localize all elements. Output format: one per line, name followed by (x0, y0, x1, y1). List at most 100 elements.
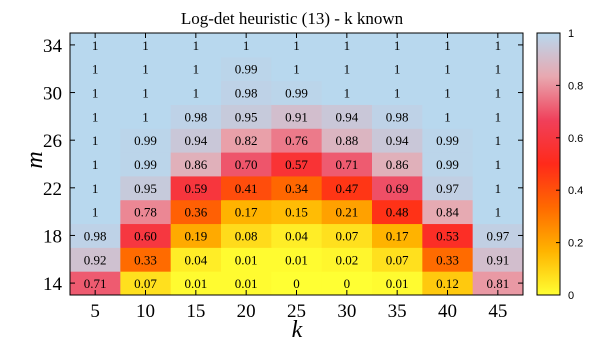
heatmap-cell (472, 56, 524, 82)
cell-value-label: 1 (293, 62, 300, 77)
cell-value-label: 0.88 (335, 133, 358, 148)
heatmap-cell (221, 80, 272, 105)
heatmap-cell (372, 128, 423, 153)
cell-value-label: 0.86 (184, 157, 207, 172)
cell-value-label: 0.86 (386, 157, 409, 172)
heatmap-cell (170, 175, 222, 201)
heatmap-cell (120, 56, 172, 82)
heatmap-cell (170, 223, 222, 248)
x-tick-label: 40 (438, 301, 457, 322)
cell-value-label: 1 (444, 38, 451, 53)
cell-value-label: 0 (293, 276, 300, 291)
cell-value-label: 1 (193, 62, 200, 77)
colorbar-tick-label: 0 (568, 290, 574, 302)
cell-value-label: 1 (293, 38, 300, 53)
heatmap-cell (221, 247, 272, 272)
cell-value-label: 0.91 (486, 252, 509, 267)
cell-value-label: 0.59 (184, 181, 207, 196)
heatmap-cell (120, 175, 172, 201)
x-axis-ticks: 5 10 15 20 25 30 35 40 45 (90, 33, 507, 322)
cell-value-label: 0.81 (486, 276, 509, 291)
heatmap-cell (70, 223, 121, 248)
cell-value-label: 0.57 (285, 157, 308, 172)
heatmap-cell (372, 104, 423, 129)
heatmap-cell (422, 223, 474, 248)
heatmap-cell (321, 104, 373, 129)
heatmap-cell (221, 152, 272, 177)
heatmap-cell (120, 247, 172, 272)
cell-value-label: 1 (92, 38, 99, 53)
cell-value-label: 0.92 (84, 252, 107, 267)
heatmap-cell (170, 56, 222, 82)
heatmap-cell (271, 80, 323, 105)
heatmap-cell (372, 56, 423, 82)
cell-value-label: 0.99 (436, 157, 459, 172)
cell-value-label: 1 (92, 86, 99, 101)
cell-value-label: 0.47 (335, 181, 358, 196)
heatmap-cell (321, 128, 373, 153)
x-tick-label: 10 (136, 301, 155, 322)
cell-value-label: 0.60 (134, 228, 157, 243)
cell-value-label: 1 (344, 38, 351, 53)
heatmap-cell (422, 80, 474, 105)
cell-value-label: 0.41 (235, 181, 258, 196)
colorbar-tick-label: 0.8 (568, 80, 583, 92)
cell-value-label: 1 (92, 157, 99, 172)
heatmap-cell (422, 128, 474, 153)
cell-value-label: 0.98 (235, 86, 258, 101)
x-tick-label: 45 (488, 301, 507, 322)
x-tick-label: 5 (90, 301, 100, 322)
heatmap-cell (170, 247, 222, 272)
heatmap-cell (170, 80, 222, 105)
cell-value-label: 0.33 (134, 252, 157, 267)
heatmap-cell (271, 128, 323, 153)
cell-value-label: 0.98 (184, 109, 207, 124)
heatmap-cell (70, 104, 121, 129)
heatmap-cell (372, 199, 423, 225)
heatmap-cell (120, 80, 172, 105)
cell-value-label: 1 (92, 181, 99, 196)
colorbar-tick-label: 1 (568, 28, 574, 40)
heatmap-cell (321, 247, 373, 272)
cell-value-label: 0 (344, 276, 351, 291)
colorbar-tick-label: 0.4 (568, 185, 583, 197)
cell-value-label: 0.17 (386, 228, 409, 243)
heatmap-cell (472, 152, 524, 177)
cell-value-label: 0.33 (436, 252, 459, 267)
cell-value-label: 1 (394, 38, 401, 53)
y-tick-label: 14 (43, 274, 63, 295)
heatmap-cell (321, 199, 373, 225)
cell-value-label: 1 (495, 86, 502, 101)
cell-value-label: 0.21 (335, 205, 358, 220)
heatmap-cell (422, 104, 474, 129)
heatmap-cell (120, 128, 172, 153)
x-tick-label: 25 (287, 301, 306, 322)
heatmap-cell (422, 175, 474, 201)
cell-value-label: 0.98 (386, 109, 409, 124)
cell-value-label: 0.01 (235, 276, 258, 291)
cell-value-label: 1 (142, 62, 149, 77)
cell-value-label: 1 (394, 62, 401, 77)
x-tick-label: 30 (337, 301, 356, 322)
heatmap-cell (472, 175, 524, 201)
heatmap-cell (70, 175, 121, 201)
cell-value-label: 1 (495, 133, 502, 148)
cell-value-label: 1 (495, 205, 502, 220)
cell-value-label: 0.84 (436, 205, 459, 220)
cell-value-label: 0.04 (184, 252, 207, 267)
cell-value-label: 0.94 (335, 109, 358, 124)
heatmap-cell (120, 199, 172, 225)
heatmap-cell (271, 56, 323, 82)
cell-value-label: 1 (495, 157, 502, 172)
cell-value-label: 0.04 (285, 228, 308, 243)
cell-value-label: 0.34 (285, 181, 308, 196)
heatmap-cell (472, 104, 524, 129)
cell-value-label: 1 (92, 205, 99, 220)
cell-value-label: 0.97 (436, 181, 459, 196)
y-axis-label: m (22, 151, 48, 168)
heatmap-cell (422, 56, 474, 82)
y-tick-label: 26 (43, 131, 62, 152)
heatmap-cell (170, 199, 222, 225)
heatmap-cell (372, 247, 423, 272)
heatmap-cell (472, 223, 524, 248)
